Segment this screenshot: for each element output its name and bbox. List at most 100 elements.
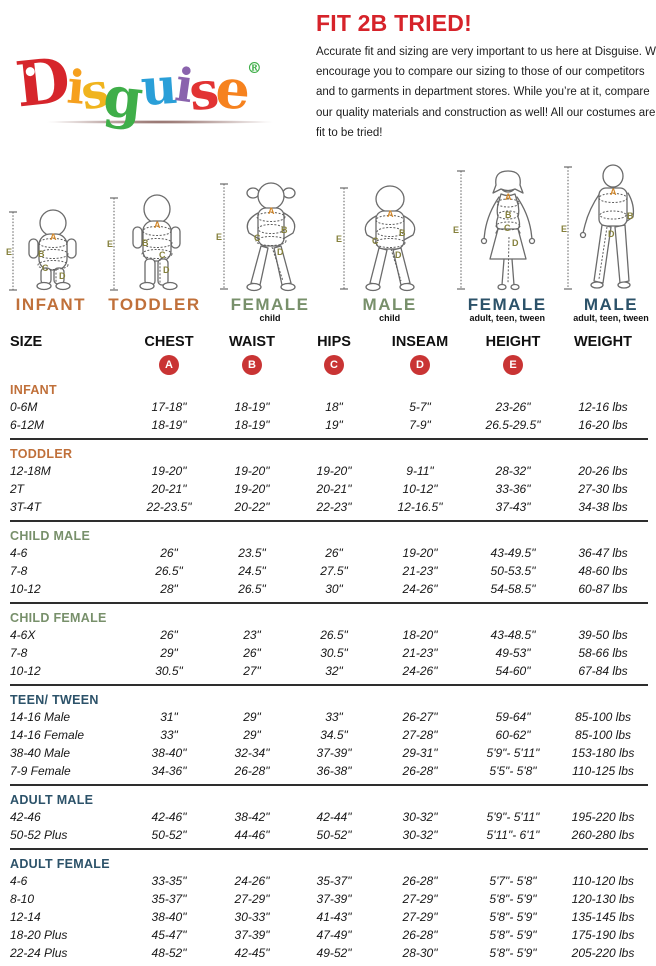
badge-waist: B <box>242 354 262 375</box>
value-cell: 260-280 lbs <box>571 828 635 842</box>
section-header: TEEN/ TWEEN <box>10 693 99 707</box>
value-cell: 27-30 lbs <box>578 482 628 496</box>
value-cell: 85-100 lbs <box>574 728 632 742</box>
value-cell: 34-36" <box>151 764 187 778</box>
size-cell: 7-8 <box>10 564 28 578</box>
value-cell: 5'9"- 5'11" <box>486 810 540 824</box>
value-cell: 60-87 lbs <box>578 582 628 596</box>
value-cell: 42-45" <box>234 946 270 960</box>
value-cell: 50-53.5" <box>490 564 536 578</box>
size-cell: 2T <box>10 482 25 496</box>
value-cell: 85-100 lbs <box>574 710 632 724</box>
table-header-row: SIZE CHEST WAIST HIPS INSEAM HEIGHT WEIG… <box>10 332 648 352</box>
female-adult-figure-illustration: E A B C D <box>453 170 536 291</box>
value-cell: 27-29" <box>402 910 438 924</box>
toddler-figure-illustration: E A B C D <box>107 194 181 291</box>
figure-sublabel: adult, teen, tween <box>573 313 649 323</box>
value-cell: 37-39" <box>316 746 352 760</box>
figure-label: MALE <box>362 295 417 314</box>
column-header-weight: WEIGHT <box>574 334 632 350</box>
section-header: ADULT MALE <box>10 793 94 807</box>
value-cell: 30.5" <box>320 646 348 660</box>
column-header-height: HEIGHT <box>485 334 541 350</box>
value-cell: 5'11"- 6'1" <box>486 828 540 842</box>
size-cell: 14-16 Female <box>10 728 85 742</box>
value-cell: 29" <box>160 646 178 660</box>
measure-badge-row: A B C D E <box>10 353 648 376</box>
value-cell: 5'5"- 5'8" <box>489 764 537 778</box>
figure-male-child: E A B C D MALE child <box>331 185 449 324</box>
table-row: 3T-4T 22-23.5" 20-22" 22-23" 12-16.5" 37-43" 3… <box>10 498 648 516</box>
value-cell: 36-38" <box>316 764 352 778</box>
value-cell: 44-46" <box>234 828 270 842</box>
value-cell: 20-21" <box>151 482 187 496</box>
measure-letter: D <box>59 271 66 281</box>
value-cell: 20-22" <box>234 500 270 514</box>
value-cell: 22-23" <box>316 500 352 514</box>
value-cell: 29" <box>243 728 261 742</box>
value-cell: 23.5" <box>238 546 266 560</box>
table-section: CHILD FEMALE 4-6X 26" 23" 26.5" 18-20" 43-48.5… <box>10 604 648 686</box>
figure-sublabel: child <box>259 313 281 323</box>
value-cell: 59-64" <box>495 710 531 724</box>
table-row: 7-8 26.5" 24.5" 27.5" 21-23" 50-53.5" 48-60 lb… <box>10 562 648 580</box>
value-cell: 30" <box>325 582 343 596</box>
value-cell: 37-39" <box>234 928 270 942</box>
figure-label: INFANT <box>15 295 87 314</box>
size-cell: 42-46 <box>10 810 41 824</box>
measure-letter: A <box>505 192 512 202</box>
value-cell: 42-46" <box>151 810 187 824</box>
logo-letter: u <box>139 55 177 118</box>
value-cell: 30-32" <box>402 828 438 842</box>
value-cell: 135-145 lbs <box>571 910 635 924</box>
value-cell: 19-20" <box>402 546 438 560</box>
value-cell: 34.5" <box>320 728 348 742</box>
value-cell: 50-52" <box>316 828 352 842</box>
value-cell: 32" <box>325 664 343 678</box>
value-cell: 26-28" <box>402 764 438 778</box>
value-cell: 12-16 lbs <box>578 400 628 414</box>
figure-male-adult: E A B D MALE adult, teen, tween <box>561 164 656 324</box>
table-row: 38-40 Male 38-40" 32-34" 37-39" 29-31" 5'9"- … <box>10 744 648 762</box>
table-row: 4-6 33-35" 24-26" 35-37" 26-28" 5'7"- 5'8" 110… <box>10 872 648 890</box>
value-cell: 26-28" <box>402 928 438 942</box>
value-cell: 17-18" <box>151 400 187 414</box>
size-cell: 4-6 <box>10 874 28 888</box>
value-cell: 26" <box>160 628 178 642</box>
measure-letter: D <box>608 229 615 239</box>
value-cell: 30.5" <box>155 664 183 678</box>
male-adult-figure-illustration: E A B D <box>561 164 635 290</box>
value-cell: 5'8"- 5'9" <box>489 928 537 942</box>
size-cell: 38-40 Male <box>10 746 71 760</box>
table-section: ADULT MALE 42-46 42-46" 38-42" 42-44" 30-32" 5… <box>10 786 648 850</box>
measure-letter: B <box>399 228 406 238</box>
value-cell: 19-20" <box>151 464 187 478</box>
measure-letter: C <box>504 223 511 233</box>
value-cell: 67-84 lbs <box>578 664 628 678</box>
value-cell: 24.5" <box>238 564 266 578</box>
figure-female-adult: E A B C D F <box>448 169 566 324</box>
value-cell: 175-190 lbs <box>571 928 635 942</box>
value-cell: 30-33" <box>234 910 270 924</box>
value-cell: 34-38 lbs <box>578 500 628 514</box>
measure-letter: B <box>505 210 512 220</box>
value-cell: 205-220 lbs <box>571 946 635 960</box>
value-cell: 54-60" <box>495 664 531 678</box>
value-cell: 120-130 lbs <box>571 892 635 906</box>
value-cell: 21-23" <box>402 646 438 660</box>
section-header: CHILD MALE <box>10 529 91 543</box>
table-section: TODDLER 12-18M 19-20" 19-20" 19-20" 9-11" 28-3… <box>10 440 648 522</box>
size-table-body: INFANT 0-6M 17-18" 18-19" 18" 5-7" 23-26" 12-16… <box>10 376 648 966</box>
section-header: ADULT FEMALE <box>10 857 110 871</box>
table-row: 6-12M 18-19" 18-19" 19" 7-9" 26.5-29.5" 16-20 … <box>10 416 648 434</box>
table-section: INFANT 0-6M 17-18" 18-19" 18" 5-7" 23-26" 12-16… <box>10 376 648 440</box>
value-cell: 33" <box>325 710 343 724</box>
value-cell: 5-7" <box>409 400 431 414</box>
infant-figure-illustration: E A B C D <box>6 209 77 291</box>
measure-letter: E <box>216 232 222 242</box>
value-cell: 27-29" <box>234 892 270 906</box>
value-cell: 24-26" <box>402 664 438 678</box>
value-cell: 54-58.5" <box>490 582 536 596</box>
intro-block: FIT 2B TRIED! Accurate fit and sizing ar… <box>308 8 656 150</box>
